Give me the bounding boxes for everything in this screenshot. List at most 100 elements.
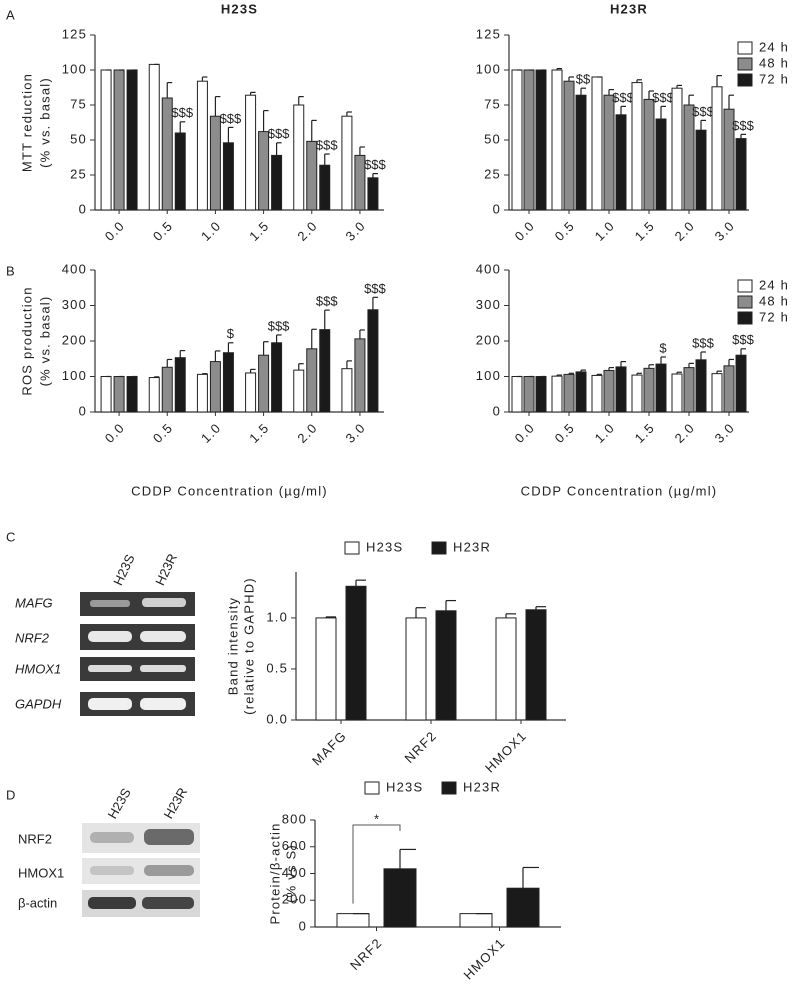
x-tick-label: 1.5 [246, 420, 272, 446]
x-tick-label: 0.0 [512, 420, 538, 446]
y-tick-label: 75 [484, 96, 501, 111]
y-axis-label: MTT reduction [19, 73, 34, 172]
bar [315, 617, 337, 721]
bar [506, 887, 540, 928]
bar [161, 366, 173, 413]
significance: $$$ [612, 90, 634, 105]
x-tick-label: 3.0 [343, 218, 369, 244]
y-tick-label: 200 [476, 332, 501, 347]
bar [306, 348, 318, 413]
bar [222, 352, 234, 413]
x-axis-label: CDDP Concentration (µg/ml) [131, 483, 328, 498]
y-tick-label: 0 [299, 918, 307, 933]
bar [341, 115, 353, 211]
bar [711, 373, 723, 413]
gel-row: HMOX1 [18, 865, 64, 880]
bar [615, 114, 627, 211]
bar [341, 368, 353, 413]
x-tick-label: 0.5 [552, 218, 578, 244]
bar [367, 177, 379, 211]
gel-row: NRF2 [15, 630, 50, 645]
significance: $$$ [692, 335, 714, 350]
significance: $ [227, 326, 235, 341]
x-tick-label: 1.5 [632, 218, 658, 244]
bar [113, 376, 125, 413]
bar [196, 373, 208, 413]
gel-c: H23S H23R MAFG NRF2 HMOX1 GAPDH [15, 551, 195, 716]
bar [148, 63, 160, 211]
gel-row: NRF2 [18, 831, 52, 846]
y-tick-label: 50 [484, 131, 501, 146]
x-tick-label: HMOX1 [461, 935, 509, 983]
bar [535, 376, 547, 413]
legend-label: H23S [366, 539, 403, 554]
gel-column: H23R [152, 551, 180, 587]
significance: $$$ [268, 126, 290, 141]
significance: $$$ [732, 332, 754, 347]
bar [126, 69, 138, 211]
bar [319, 329, 331, 413]
legend-swatch [737, 57, 753, 71]
y-tick-label: 0 [493, 201, 501, 216]
y-tick-label: 300 [62, 297, 87, 312]
x-tick-label: NRF2 [402, 728, 440, 766]
bar [683, 367, 695, 413]
legend-swatch [441, 781, 457, 795]
y-tick-label: 400 [476, 261, 501, 276]
y-tick-label: 1.0 [266, 609, 288, 624]
panel-label: B [6, 263, 15, 278]
bar [603, 94, 615, 211]
legend-swatch [737, 73, 753, 87]
bar [383, 868, 417, 928]
y-tick-label: 300 [476, 297, 501, 312]
bar [615, 366, 627, 413]
bar [293, 369, 305, 413]
bar [523, 376, 535, 413]
y-tick-label: 100 [476, 61, 501, 76]
bar [354, 338, 366, 413]
y-tick-label: 800 [282, 811, 307, 826]
legend-swatch [364, 781, 380, 795]
significance: $$$ [692, 104, 714, 119]
bar [271, 154, 283, 211]
y-tick-label: 600 [282, 838, 307, 853]
gel-row: β-actin [18, 895, 57, 910]
y-axis-label: (% vs. basal) [37, 296, 52, 387]
bar [723, 365, 735, 413]
y-axis-label: (% vs. basal) [37, 77, 52, 168]
chart-title: H23S [221, 1, 258, 16]
gel-column: H23S [105, 785, 134, 821]
bar [126, 376, 138, 413]
significance-bracket [352, 824, 401, 904]
y-tick-label: 50 [70, 131, 87, 146]
bar [711, 86, 723, 211]
bar [735, 354, 747, 413]
bar [631, 374, 643, 413]
y-tick-label: 25 [484, 166, 501, 181]
bar [695, 129, 707, 211]
significance: $ [659, 340, 667, 355]
bar [174, 357, 186, 413]
legend-label: 72 h [759, 309, 789, 324]
bar [643, 367, 655, 413]
bar [631, 82, 643, 211]
y-axis-label: (% vs S) [283, 844, 298, 903]
y-axis-label: Band intensity [225, 597, 240, 695]
legend-label: H23S [386, 779, 423, 794]
legend-swatch [431, 541, 447, 555]
gel-row: HMOX1 [15, 661, 61, 676]
legend-label: 72 h [759, 71, 789, 86]
legend-label: 24 h [759, 277, 789, 292]
y-tick-label: 400 [282, 865, 307, 880]
bar [336, 913, 370, 928]
legend-swatch [737, 279, 753, 293]
x-tick-label: MAFG [309, 728, 350, 769]
x-tick-label: 1.0 [198, 420, 224, 446]
bar [196, 80, 208, 211]
significance: $$ [576, 72, 591, 87]
panel-label: C [6, 529, 15, 544]
bar [575, 94, 587, 211]
legend-swatch [737, 295, 753, 309]
bar [258, 131, 270, 211]
